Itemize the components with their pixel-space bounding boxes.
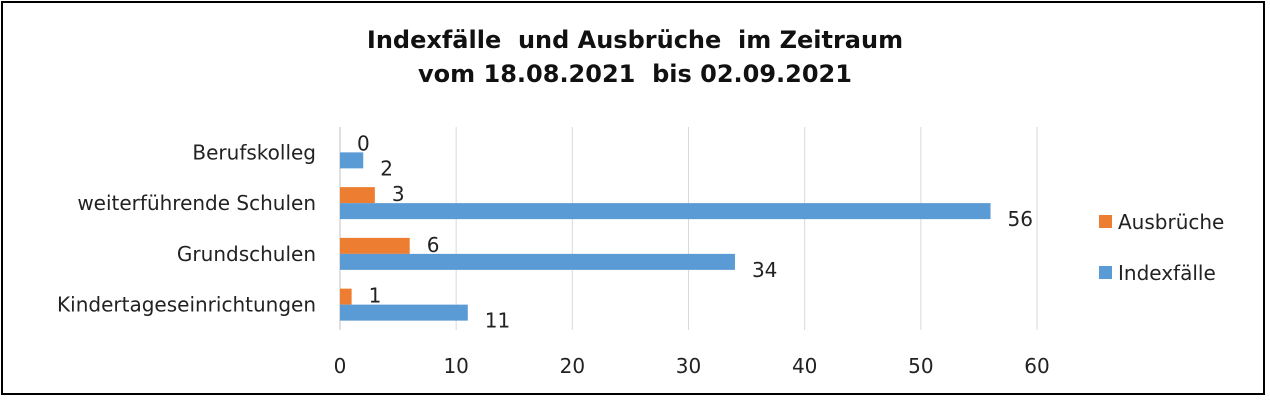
data-label-ausbrueche-berufskolleg: 0 — [357, 131, 370, 155]
category-label-weiterfuehrende-schulen: weiterführende Schulen — [77, 191, 316, 215]
chart-title-line-1: Indexfälle und Ausbrüche im Zeitraum — [366, 26, 904, 54]
legend-label-ausbrueche: Ausbrüche — [1118, 210, 1224, 234]
x-tick-label-50: 50 — [908, 354, 933, 378]
data-label-ausbrueche-weiterfuehrende-schulen: 3 — [392, 182, 405, 206]
category-label-berufskolleg: Berufskolleg — [192, 140, 316, 164]
legend-label-indexfaelle: Indexfälle — [1118, 261, 1216, 285]
x-tick-label-60: 60 — [1024, 354, 1049, 378]
category-label-kindertageseinrichtungen: Kindertageseinrichtungen — [57, 293, 316, 317]
data-label-indexfaelle-weiterfuehrende-schulen: 56 — [1008, 207, 1033, 231]
bar-indexfaelle-kindertageseinrichtungen — [340, 304, 468, 321]
legend-swatch-indexfaelle — [1099, 266, 1112, 279]
x-tick-label-30: 30 — [676, 354, 701, 378]
data-label-indexfaelle-kindertageseinrichtungen: 11 — [485, 309, 510, 333]
bar-indexfaelle-weiterfuehrende-schulen — [340, 203, 991, 220]
category-label-grundschulen: Grundschulen — [177, 242, 316, 266]
legend-swatch-ausbrueche — [1099, 215, 1112, 228]
bar-ausbrueche-grundschulen — [340, 237, 410, 254]
x-tick-label-20: 20 — [560, 354, 585, 378]
data-label-indexfaelle-grundschulen: 34 — [752, 258, 777, 282]
bar-ausbrueche-weiterfuehrende-schulen — [340, 187, 375, 204]
data-label-indexfaelle-berufskolleg: 2 — [380, 156, 393, 180]
bar-indexfaelle-grundschulen — [340, 253, 735, 270]
bar-indexfaelle-berufskolleg — [340, 152, 364, 169]
bar-ausbrueche-kindertageseinrichtungen — [340, 288, 352, 305]
data-label-ausbrueche-grundschulen: 6 — [427, 233, 440, 257]
x-tick-label-0: 0 — [334, 354, 347, 378]
data-label-ausbrueche-kindertageseinrichtungen: 1 — [369, 284, 382, 308]
chart-title-line-2: vom 18.08.2021 bis 02.09.2021 — [418, 60, 852, 88]
x-tick-label-10: 10 — [443, 354, 468, 378]
x-tick-label-40: 40 — [792, 354, 817, 378]
